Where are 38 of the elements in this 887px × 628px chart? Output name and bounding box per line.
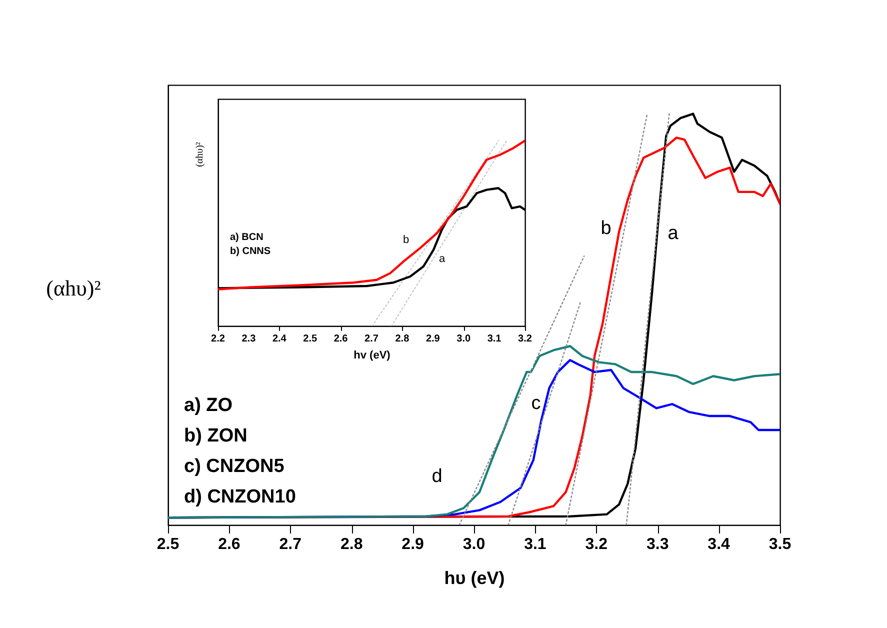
- annotation: d: [432, 466, 442, 487]
- annotation: b) CNNS: [230, 246, 271, 257]
- annotation: b: [402, 234, 410, 246]
- x-tick-label: 3.3: [646, 536, 669, 553]
- x-tick-label: 2.9: [426, 333, 440, 344]
- x-tick-label: 3.4: [708, 536, 730, 553]
- x-tick-label: 2.6: [334, 333, 348, 344]
- annotation: a) BCN: [230, 232, 264, 243]
- x-tick-label: 3.2: [518, 333, 532, 344]
- x-tick-label: 3.2: [585, 536, 608, 553]
- x-axis-title: hv (eV): [354, 349, 391, 362]
- x-tick-label: 2.5: [303, 333, 318, 344]
- annotation: b: [600, 218, 612, 239]
- x-axis-title: hυ (eV): [444, 568, 505, 588]
- x-tick-label: 2.7: [364, 333, 379, 344]
- annotation: a: [438, 253, 446, 265]
- annotation: a: [668, 223, 679, 244]
- x-tick-label: 2.6: [218, 536, 240, 553]
- x-tick-label: 3.1: [524, 536, 546, 553]
- x-tick-label: 2.9: [402, 536, 424, 553]
- annotation: d) CNZON10: [184, 486, 296, 508]
- x-tick-label: 3.1: [487, 333, 502, 344]
- x-tick-label: 2.3: [242, 333, 256, 344]
- annotation: a) ZO: [184, 395, 233, 416]
- x-tick-label: 2.7: [279, 536, 302, 553]
- x-tick-label: 3.0: [462, 536, 486, 553]
- annotation: c) CNZON5: [184, 456, 285, 477]
- x-tick-label: 2.5: [156, 536, 180, 553]
- x-tick-label: 3.0: [456, 333, 471, 344]
- x-tick-label: 2.2: [211, 333, 226, 344]
- x-tick-label: 2.8: [395, 333, 410, 344]
- x-tick-label: 2.8: [340, 536, 363, 553]
- y-axis-title: (αhυ)²: [194, 142, 206, 167]
- x-tick-label: 2.4: [272, 333, 287, 344]
- x-tick-label: 3.5: [768, 536, 792, 553]
- y-axis-title: (αhυ)²: [46, 276, 102, 300]
- annotation: c: [531, 393, 541, 414]
- annotation: b) ZON: [184, 426, 248, 446]
